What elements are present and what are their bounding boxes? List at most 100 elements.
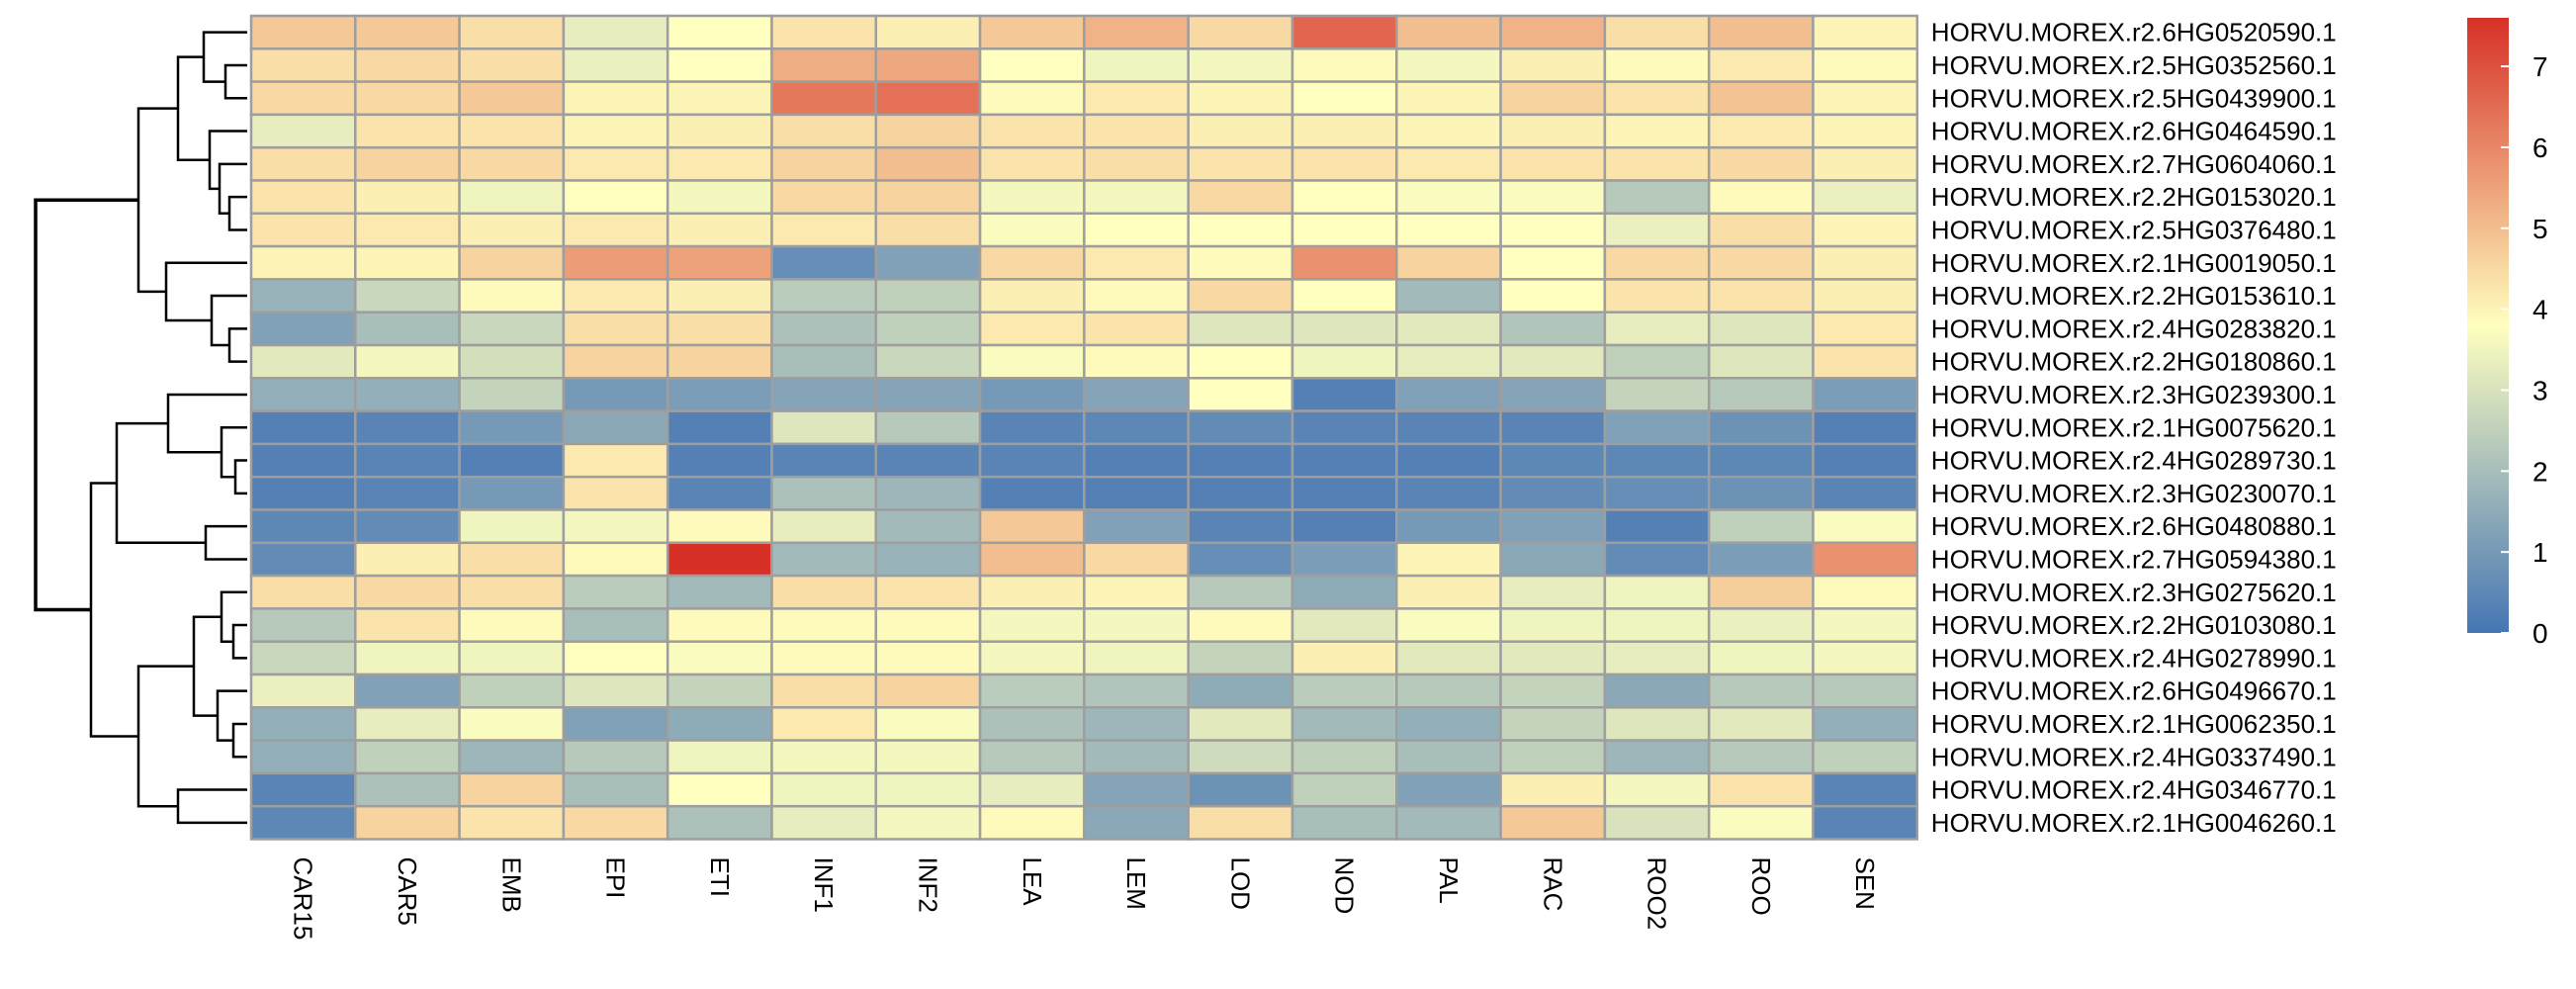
legend-tick-label: 3: [2532, 375, 2548, 405]
heatmap-cell: [770, 475, 878, 511]
row-label: HORVU.MOREX.r2.5HG0352560.1: [1931, 50, 2337, 80]
heatmap-cell: [874, 80, 982, 117]
legend-tick-label: 6: [2532, 133, 2548, 163]
heatmap-cell: [249, 14, 357, 50]
heatmap-cell: [249, 278, 357, 314]
heatmap-cell: [1499, 640, 1607, 676]
heatmap-cell: [562, 541, 669, 578]
heatmap-cell: [978, 739, 1086, 775]
column-label: LEA: [1018, 857, 1047, 907]
heatmap-cell: [666, 113, 773, 149]
heatmap-cell: [666, 475, 773, 511]
heatmap-cell: [666, 508, 773, 545]
heatmap-cell: [1083, 179, 1190, 216]
heatmap-cell: [770, 706, 878, 742]
heatmap-cell: [874, 145, 982, 182]
heatmap-cell: [1187, 574, 1294, 610]
heatmap-cell: [666, 706, 773, 742]
row-label: HORVU.MOREX.r2.6HG0464590.1: [1931, 117, 2337, 146]
heatmap-cell: [666, 409, 773, 446]
heatmap-cell: [1395, 145, 1502, 182]
heatmap-cell: [874, 343, 982, 380]
heatmap-cell: [770, 508, 878, 545]
row-label: HORVU.MOREX.r2.6HG0480880.1: [1931, 511, 2337, 541]
heatmap-cell: [1395, 607, 1502, 643]
heatmap-cell: [249, 541, 357, 578]
heatmap-cell: [249, 244, 357, 281]
heatmap-cell: [458, 640, 566, 676]
heatmap-cell: [874, 311, 982, 347]
heatmap-cell: [874, 706, 982, 742]
heatmap-cells: [249, 14, 1919, 841]
heatmap-cell: [1290, 673, 1398, 709]
column-label: LEM: [1121, 857, 1151, 910]
heatmap-cell: [458, 475, 566, 511]
heatmap-cell: [666, 145, 773, 182]
heatmap-cell: [458, 179, 566, 216]
heatmap-cell: [1499, 343, 1607, 380]
heatmap-cell: [978, 706, 1086, 742]
heatmap-cell: [458, 607, 566, 643]
heatmap-cell: [1812, 673, 1919, 709]
dendrogram-branch: [176, 788, 247, 825]
column-label: ROO2: [1643, 857, 1672, 931]
heatmap-cell: [1395, 508, 1502, 545]
row-dendrogram: [34, 31, 247, 825]
heatmap-cell: [1812, 113, 1919, 149]
heatmap-cell: [458, 343, 566, 380]
heatmap-cell: [1395, 442, 1502, 479]
heatmap-cell: [458, 706, 566, 742]
heatmap-cell: [354, 475, 461, 511]
heatmap-cell: [1290, 179, 1398, 216]
heatmap-cell: [354, 771, 461, 808]
heatmap-cell: [562, 212, 669, 248]
dendrogram-branch: [233, 459, 247, 495]
heatmap-cell: [1187, 343, 1294, 380]
heatmap-cell: [1603, 640, 1711, 676]
heatmap-cell: [354, 706, 461, 742]
heatmap-cell: [1603, 409, 1711, 446]
heatmap-cell: [1499, 673, 1607, 709]
heatmap-cell: [1499, 475, 1607, 511]
heatmap-cell: [1083, 377, 1190, 412]
heatmap-cell: [1812, 409, 1919, 446]
heatmap-cell: [1707, 673, 1815, 709]
heatmap-cell: [249, 804, 357, 841]
heatmap-cell: [978, 771, 1086, 808]
heatmap-cell: [1083, 409, 1190, 446]
heatmap-cell: [770, 145, 878, 182]
heatmap-cell: [978, 14, 1086, 50]
heatmap-cell: [1603, 343, 1711, 380]
heatmap-cell: [1812, 508, 1919, 545]
heatmap-cell: [1707, 574, 1815, 610]
heatmap-cell: [249, 311, 357, 347]
heatmap-cell: [1603, 442, 1711, 479]
heatmap-cell: [1603, 771, 1711, 808]
heatmap-cell: [1395, 343, 1502, 380]
heatmap-cell: [562, 508, 669, 545]
heatmap-cell: [874, 244, 982, 281]
heatmap-cell: [1395, 47, 1502, 83]
heatmap-cell: [458, 14, 566, 50]
heatmap-cell: [249, 475, 357, 511]
heatmap-cell: [978, 607, 1086, 643]
legend-tick-label: 2: [2532, 456, 2548, 487]
heatmap-cell: [770, 771, 878, 808]
heatmap-cell: [1812, 80, 1919, 117]
legend-tick-label: 7: [2532, 51, 2548, 82]
heatmap-cell: [874, 47, 982, 83]
heatmap-cell: [249, 508, 357, 545]
heatmap-cell: [1083, 475, 1190, 511]
heatmap-cell: [1707, 607, 1815, 643]
heatmap-cell: [1083, 771, 1190, 808]
heatmap-cell: [1290, 508, 1398, 545]
heatmap-cell: [770, 278, 878, 314]
heatmap-cell: [1395, 377, 1502, 412]
heatmap-cell: [1187, 212, 1294, 248]
heatmap-cell: [666, 179, 773, 216]
heatmap-cell: [666, 574, 773, 610]
heatmap-cell: [1395, 574, 1502, 610]
heatmap-cell: [1083, 278, 1190, 314]
heatmap-cell: [1499, 574, 1607, 610]
heatmap-cell: [1812, 475, 1919, 511]
